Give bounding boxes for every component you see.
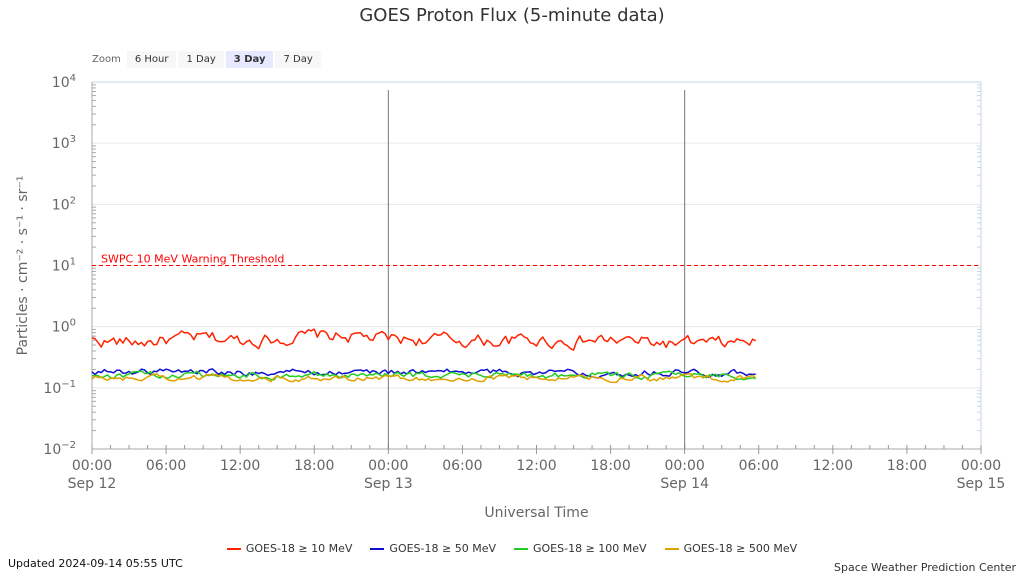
series-line-4 [91, 372, 757, 384]
legend-swatch [370, 547, 385, 550]
x-tick-date-label: Sep 15 [957, 476, 1006, 492]
y-tick-label: 101 [52, 257, 76, 275]
zoom-3-day-button[interactable]: 3 Day [225, 50, 274, 68]
y-tick-label: 10−1 [43, 379, 76, 397]
x-tick-label: 12:00 [220, 458, 260, 474]
legend-label: GOES-18 ≥ 500 MeV [683, 542, 798, 555]
legend-item[interactable]: GOES-18 ≥ 10 MeV [226, 542, 353, 555]
updated-timestamp: Updated 2024-09-14 05:55 UTC [8, 557, 183, 570]
series-line-2 [91, 368, 756, 379]
x-tick-label: 06:00 [442, 458, 482, 474]
x-tick-label: 12:00 [516, 458, 556, 474]
legend-item[interactable]: GOES-18 ≥ 500 MeV [664, 542, 798, 555]
legend-swatch [664, 547, 679, 550]
y-tick-label: 103 [52, 134, 76, 152]
credit-text: Space Weather Prediction Center [834, 561, 1016, 574]
series-line-1 [91, 328, 757, 351]
zoom-6-hour-button[interactable]: 6 Hour [126, 50, 177, 68]
x-tick-label: 00:00 [72, 458, 112, 474]
zoom-7-day-button[interactable]: 7 Day [275, 50, 321, 68]
x-tick-date-label: Sep 12 [68, 476, 117, 492]
legend-label: GOES-18 ≥ 10 MeV [245, 542, 353, 555]
legend: GOES-18 ≥ 10 MeV GOES-18 ≥ 50 MeV GOES-18 … [0, 542, 1024, 555]
y-tick-label: 102 [52, 195, 76, 213]
y-axis-title: Particles · cm⁻² · s⁻¹ · sr⁻¹ [15, 176, 31, 356]
zoom-bar: Zoom 6 Hour 1 Day 3 Day 7 Day [92, 49, 323, 69]
x-tick-label: 12:00 [813, 458, 853, 474]
x-tick-label: 00:00 [961, 458, 1001, 474]
legend-item[interactable]: GOES-18 ≥ 50 MeV [370, 542, 496, 555]
y-tick-label: 10−2 [43, 440, 76, 458]
x-tick-date-label: Sep 14 [660, 476, 709, 492]
legend-swatch [514, 547, 528, 550]
x-tick-label: 18:00 [294, 458, 334, 474]
zoom-label: Zoom [92, 53, 121, 65]
zoom-1-day-button[interactable]: 1 Day [178, 50, 224, 68]
threshold-label: SWPC 10 MeV Warning Threshold [101, 253, 284, 266]
legend-swatch [226, 547, 241, 550]
x-axis-title: Universal Time [484, 505, 588, 521]
legend-item[interactable]: GOES-18 ≥ 100 MeV [514, 542, 647, 555]
chart-title: GOES Proton Flux (5-minute data) [359, 5, 665, 26]
x-tick-date-label: Sep 13 [364, 476, 413, 492]
legend-label: GOES-18 ≥ 100 MeV [533, 542, 647, 555]
x-tick-label: 00:00 [664, 458, 704, 474]
x-tick-label: 06:00 [739, 458, 779, 474]
x-tick-label: 00:00 [368, 458, 408, 474]
legend-label: GOES-18 ≥ 50 MeV [389, 542, 496, 555]
x-tick-label: 06:00 [146, 458, 186, 474]
x-tick-label: 18:00 [590, 458, 630, 474]
x-tick-label: 18:00 [887, 458, 927, 474]
y-tick-label: 100 [52, 318, 76, 336]
y-tick-label: 104 [52, 73, 76, 91]
